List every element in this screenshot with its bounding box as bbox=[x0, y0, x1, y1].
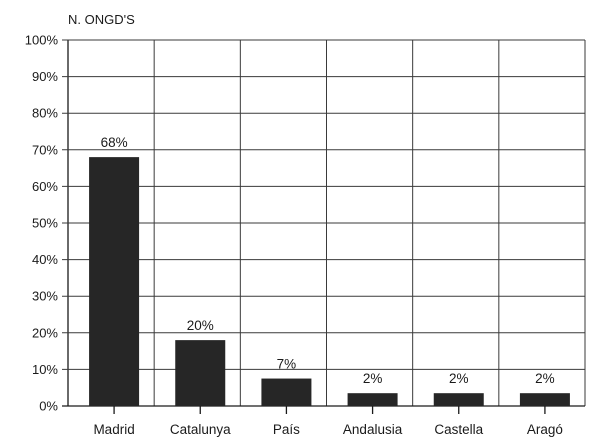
data-label: 68% bbox=[101, 135, 128, 150]
y-tick-label: 0% bbox=[39, 399, 58, 414]
data-label: 2% bbox=[449, 371, 469, 386]
x-tick-label: Andalusia bbox=[343, 422, 403, 437]
x-tick-label: País bbox=[273, 422, 300, 437]
bar-5 bbox=[519, 393, 570, 406]
x-tick-label: Madrid bbox=[93, 422, 134, 437]
x-tick-label: Aragó bbox=[527, 422, 563, 437]
data-label: 2% bbox=[363, 371, 383, 386]
x-tick-label: Catalunya bbox=[170, 422, 231, 437]
bar-4 bbox=[433, 393, 484, 406]
data-label: 20% bbox=[187, 318, 214, 333]
y-tick-label: 50% bbox=[32, 216, 58, 231]
y-tick-label: 70% bbox=[32, 142, 58, 157]
bar-3 bbox=[347, 393, 398, 406]
data-label: 2% bbox=[535, 371, 555, 386]
y-tick-label: 20% bbox=[32, 325, 58, 340]
labels: 0% 10% 20% 30% 40% 50% 60% 70% 80% 90% 100% Madrid 6… bbox=[25, 33, 563, 438]
y-tick-label: 40% bbox=[32, 252, 58, 267]
bars bbox=[89, 157, 570, 406]
bar-2 bbox=[261, 378, 312, 406]
y-tick-label: 80% bbox=[32, 106, 58, 121]
bar-0 bbox=[89, 157, 140, 406]
y-tick-label: 60% bbox=[32, 179, 58, 194]
y-tick-label: 10% bbox=[32, 362, 58, 377]
grid bbox=[62, 39, 586, 414]
bar-1 bbox=[175, 340, 226, 406]
y-tick-label: 100% bbox=[25, 33, 59, 48]
y-tick-label: 30% bbox=[32, 289, 58, 304]
data-label: 7% bbox=[277, 357, 297, 372]
chart-title: N. ONGD'S bbox=[68, 12, 135, 27]
x-tick-label: Castella bbox=[434, 422, 483, 437]
y-tick-label: 90% bbox=[32, 69, 58, 84]
